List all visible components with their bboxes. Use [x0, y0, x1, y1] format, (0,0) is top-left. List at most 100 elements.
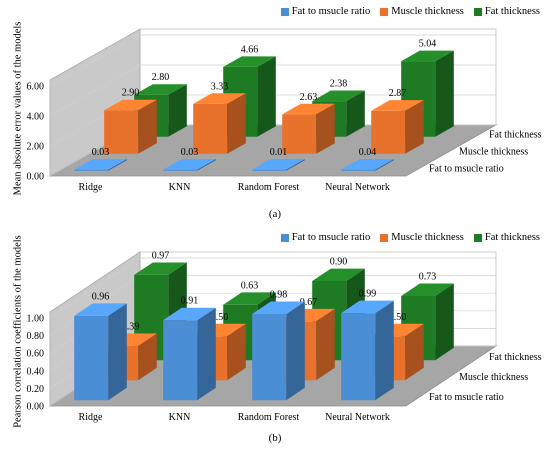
bar-side: [375, 159, 394, 171]
y-tick-label: 0.00: [27, 402, 45, 413]
bar-side: [286, 159, 305, 171]
depth-label: Muscle thickness: [459, 372, 528, 383]
bar-side: [405, 100, 424, 154]
y-tick-label: 0.40: [27, 366, 45, 377]
bar-front: [163, 320, 198, 401]
bar-side: [435, 283, 454, 361]
bar: [252, 301, 305, 401]
bar-front: [74, 315, 109, 401]
bar-top: [252, 159, 305, 170]
bar: [252, 159, 305, 171]
bar-front: [104, 110, 139, 154]
bar-side: [316, 308, 335, 381]
bar: [163, 159, 216, 171]
bar-front: [282, 114, 317, 154]
bar-top: [401, 283, 454, 296]
legend-item: Fat thickness: [473, 232, 540, 243]
chart-a-svg: 0.00 2.00 4.00 6.00 Ridge KNN Random Forest Neu…: [27, 28, 542, 193]
data-label: 4.66: [241, 44, 259, 55]
bar-front: [193, 103, 228, 154]
bar-top: [104, 99, 157, 111]
bar: [104, 99, 157, 154]
x-tick-label: Random Forest: [238, 182, 300, 193]
x-tick-label: Random Forest: [238, 412, 300, 423]
data-label: 0.39: [122, 321, 140, 332]
legend-label: Fat to msucle ratio: [291, 6, 371, 17]
data-label: 0.03: [181, 147, 199, 158]
bar-side: [375, 300, 394, 401]
x-tick-label: KNN: [169, 182, 191, 193]
bar-side: [405, 323, 424, 381]
legend-item: Fat to msucle ratio: [280, 232, 371, 243]
data-label: 0.67: [300, 297, 318, 308]
depth-label: Fat to msucle ratio: [429, 392, 504, 403]
bar-front: [371, 110, 406, 154]
legend-item: Fat thickness: [473, 6, 540, 17]
chart-panel-b: Fat to msucle ratio Muscle thickness Fat…: [0, 226, 550, 451]
bar-front: [252, 169, 287, 171]
y-tick-label: 6.00: [27, 82, 45, 93]
data-label: 0.73: [419, 272, 437, 283]
panel-caption: (b): [268, 432, 282, 444]
legend-item: Fat to msucle ratio: [280, 6, 371, 17]
data-label: 2.38: [330, 79, 348, 90]
bar: [74, 303, 127, 401]
data-label: 2.80: [152, 72, 170, 83]
x-tick-label: Neural Network: [325, 182, 390, 193]
bar: [341, 300, 394, 401]
bar: [163, 307, 216, 401]
x-tick-label: Ridge: [79, 182, 103, 193]
x-tick-label: Ridge: [79, 412, 103, 423]
bar-side: [227, 323, 246, 381]
legend: Fat to msucle ratio Muscle thickness Fat…: [280, 6, 540, 17]
bar-side: [316, 103, 335, 154]
bar-side: [138, 99, 157, 154]
data-label: 2.63: [300, 92, 318, 103]
bar-top: [371, 100, 424, 111]
bar-top: [193, 93, 246, 104]
gridline: [49, 64, 496, 117]
data-label: 5.04: [419, 39, 437, 50]
legend-swatch: [380, 7, 389, 16]
bar-side: [168, 84, 187, 137]
bar-side: [346, 90, 365, 137]
legend-item: Muscle thickness: [380, 6, 464, 17]
data-label: 0.99: [359, 289, 377, 300]
legend-swatch: [473, 7, 482, 16]
x-tick-label: Neural Network: [325, 412, 390, 423]
bar-top: [341, 159, 394, 170]
bar-side: [108, 159, 127, 171]
bar-top: [341, 300, 394, 314]
bar: [193, 93, 246, 154]
y-tick-label: 1.00: [27, 314, 45, 325]
legend-label: Fat to msucle ratio: [291, 232, 371, 243]
x-tick-label: KNN: [169, 412, 191, 423]
bar-top: [163, 307, 216, 321]
depth-label: Fat thickness: [489, 130, 542, 141]
bar-top: [223, 56, 276, 67]
data-label: 0.50: [211, 312, 229, 323]
legend-swatch: [280, 7, 289, 16]
gridline: [49, 257, 496, 319]
data-label: 2.90: [122, 88, 140, 99]
bar-top: [401, 50, 454, 62]
data-label: 0.01: [270, 147, 288, 158]
bar-top: [163, 159, 216, 170]
bar: [371, 100, 424, 154]
bar-front: [341, 313, 376, 401]
bar-top: [134, 84, 187, 95]
bar-side: [435, 50, 454, 137]
data-label: 0.04: [359, 147, 377, 158]
bar-top: [312, 90, 365, 102]
legend-label: Muscle thickness: [391, 232, 464, 243]
legend-item: Muscle thickness: [380, 232, 464, 243]
data-label: 3.33: [211, 81, 229, 92]
y-tick-label: 0.00: [27, 172, 45, 183]
legend-swatch: [280, 233, 289, 242]
bar-top: [252, 301, 305, 314]
bar-side: [227, 93, 246, 154]
data-label: 0.90: [330, 257, 348, 268]
bar-side: [257, 56, 276, 137]
data-label: 0.03: [92, 147, 110, 158]
y-tick-label: 4.00: [27, 112, 45, 123]
